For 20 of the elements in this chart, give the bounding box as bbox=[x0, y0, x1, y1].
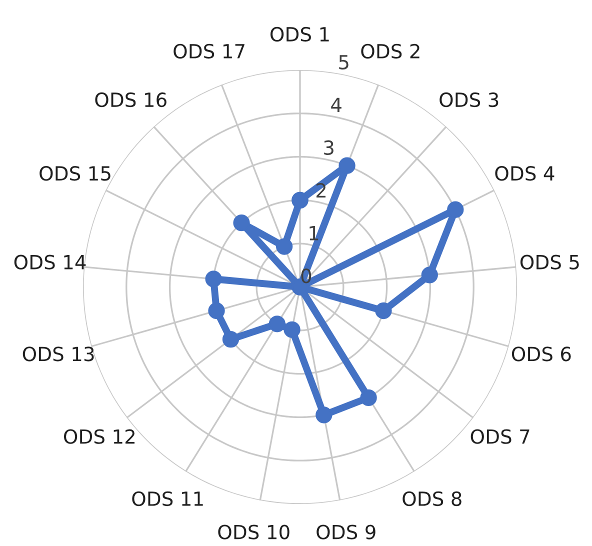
spoke-label: ODS 11 bbox=[132, 491, 203, 506]
spoke-label: ODS 2 bbox=[361, 44, 420, 59]
spoke-label: ODS 16 bbox=[95, 92, 166, 108]
spoke-label: ODS 5 bbox=[520, 254, 579, 270]
y-tick-label: 3 bbox=[324, 140, 334, 156]
spoke-label: ODS 4 bbox=[495, 166, 554, 181]
spoke-label: ODS 7 bbox=[470, 429, 530, 444]
spoke-label: ODS 14 bbox=[14, 254, 86, 270]
spoke-label: ODS 13 bbox=[22, 346, 94, 362]
spoke-label: ODS 8 bbox=[402, 491, 462, 506]
spoke-label: ODS 6 bbox=[512, 346, 571, 362]
y-tick-label: 5 bbox=[339, 55, 348, 70]
y-tick-label: 4 bbox=[331, 98, 342, 112]
spoke-label: ODS 17 bbox=[174, 44, 244, 59]
spoke-label: ODS 10 bbox=[218, 524, 290, 540]
spoke-label: ODS 9 bbox=[316, 524, 376, 540]
spoke-label: ODS 15 bbox=[40, 166, 110, 181]
spoke-label: ODS 3 bbox=[440, 92, 498, 108]
spoke-label: ODS 12 bbox=[64, 429, 134, 444]
spoke-label: ODS 1 bbox=[270, 26, 329, 42]
